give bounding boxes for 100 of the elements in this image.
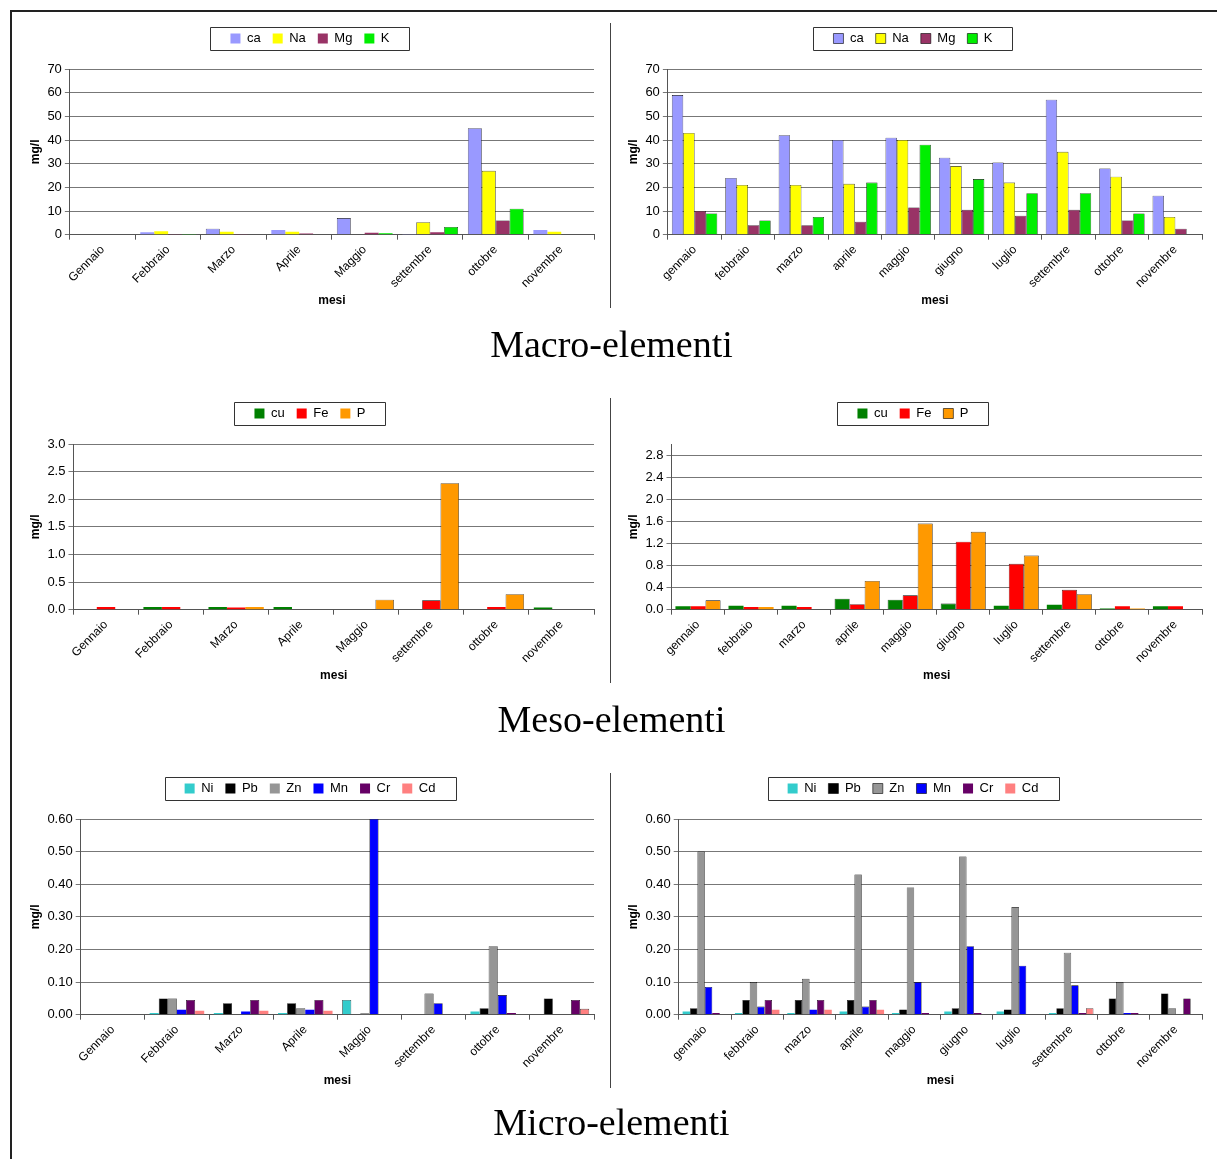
y-tick-label: 10 xyxy=(47,202,62,218)
text: Micro-elementi xyxy=(492,1100,731,1144)
y-tick-label: 1.2 xyxy=(645,534,664,550)
y-tick-label: 2.8 xyxy=(645,446,664,462)
x-axis-title: mesi xyxy=(923,668,951,683)
bar xyxy=(470,1011,480,1015)
y-axis-title: mg/l xyxy=(625,514,640,540)
bar xyxy=(1161,993,1169,1015)
bar xyxy=(1108,998,1117,1015)
y-tick-label: 2.4 xyxy=(645,468,664,484)
text: Macro-elementi xyxy=(489,322,734,366)
y-tick-label: 0.30 xyxy=(47,908,73,924)
y-tick-label: 0.60 xyxy=(47,810,73,826)
y-tick-label: 20 xyxy=(645,178,660,194)
legend-label: Fe xyxy=(313,405,329,421)
bar xyxy=(824,1009,832,1015)
legend-label: Cr xyxy=(979,780,994,796)
bar xyxy=(1167,606,1183,610)
bar xyxy=(543,998,553,1015)
legend-label: Cr xyxy=(376,780,391,796)
y-tick-label: 70 xyxy=(645,60,660,76)
y-tick-label: 1.5 xyxy=(47,518,66,534)
y-tick-label: 0.40 xyxy=(645,875,671,891)
y-axis-title: mg/l xyxy=(27,514,42,540)
bar xyxy=(241,1011,251,1015)
x-axis-title: mesi xyxy=(323,1073,352,1088)
y-tick-label: 0.40 xyxy=(47,875,73,891)
legend-label: cu xyxy=(873,405,888,421)
y-tick-label: 70 xyxy=(47,60,62,76)
legend-label: Cd xyxy=(418,780,436,796)
legend-label: Na xyxy=(289,30,307,46)
legend-label: ca xyxy=(849,30,865,46)
y-tick-label: 30 xyxy=(47,155,62,171)
legend-label: K xyxy=(380,30,390,46)
y-tick-label: 0 xyxy=(54,226,62,242)
y-tick-label: 60 xyxy=(645,84,660,100)
bar xyxy=(245,606,264,610)
bar xyxy=(944,1011,952,1015)
y-tick-label: 60 xyxy=(47,84,62,100)
legend-label: Na xyxy=(892,30,910,46)
legend-label: P xyxy=(356,405,366,421)
y-tick-label: 0.20 xyxy=(645,941,671,957)
y-tick-label: 0.50 xyxy=(47,843,73,859)
bar xyxy=(675,606,691,610)
text: Meso-elementi xyxy=(496,697,727,741)
y-tick-label: 3.0 xyxy=(47,435,66,451)
bar xyxy=(794,1000,803,1015)
legend-label: Zn xyxy=(889,780,905,796)
x-axis-title: mesi xyxy=(921,293,949,308)
y-tick-label: 0.30 xyxy=(645,908,671,924)
y-tick-label: 0.4 xyxy=(645,579,664,595)
y-tick-label: 50 xyxy=(645,107,660,123)
bar xyxy=(847,1000,855,1015)
bar xyxy=(176,1009,187,1015)
bar xyxy=(158,998,168,1015)
y-tick-label: 2.0 xyxy=(47,490,66,506)
y-tick-label: 1.6 xyxy=(645,512,664,528)
x-axis-title: mesi xyxy=(926,1073,955,1088)
legend-label: Mn xyxy=(932,780,952,796)
bar xyxy=(742,1000,750,1015)
bar xyxy=(839,1011,848,1015)
y-tick-label: 1.0 xyxy=(47,546,66,562)
legend-label: Pb xyxy=(844,780,861,796)
y-axis-title: mg/l xyxy=(625,139,640,165)
y-tick-label: 0.8 xyxy=(645,557,664,573)
bar xyxy=(996,1011,1005,1015)
bar xyxy=(1152,606,1168,610)
bar xyxy=(1046,604,1062,610)
y-tick-label: 0.10 xyxy=(47,973,73,989)
legend-label: Ni xyxy=(804,780,817,796)
bar xyxy=(899,1009,907,1015)
x-axis-title: mesi xyxy=(318,293,346,308)
legend-label: Mg xyxy=(937,30,956,46)
legend-label: Pb xyxy=(241,780,258,796)
legend-label: Mn xyxy=(329,780,349,796)
legend-label: Ni xyxy=(201,780,214,796)
y-tick-label: 0.50 xyxy=(645,843,671,859)
legend-label: cu xyxy=(270,405,285,421)
y-tick-label: 0 xyxy=(652,226,660,242)
y-tick-label: 0.0 xyxy=(47,601,66,617)
legend-label: Cd xyxy=(1021,780,1039,796)
y-axis-title: mg/l xyxy=(27,904,42,930)
x-axis-title: mesi xyxy=(320,668,348,683)
legend-label: Zn xyxy=(286,780,302,796)
y-axis-title: mg/l xyxy=(27,139,42,165)
y-tick-label: 0.5 xyxy=(47,573,66,589)
bar xyxy=(487,606,506,610)
bar xyxy=(208,606,227,610)
y-tick-label: 40 xyxy=(645,131,660,147)
legend-label: Mg xyxy=(334,30,353,46)
legend-label: Fe xyxy=(916,405,932,421)
bar xyxy=(271,229,286,235)
y-tick-label: 0.00 xyxy=(47,1006,73,1022)
legend-label: P xyxy=(959,405,969,421)
y-tick-label: 2.0 xyxy=(645,490,664,506)
legend-label: ca xyxy=(246,30,262,46)
y-tick-label: 0.20 xyxy=(47,941,73,957)
bar xyxy=(1114,606,1130,610)
y-tick-label: 0.60 xyxy=(645,810,671,826)
bar xyxy=(690,606,706,610)
